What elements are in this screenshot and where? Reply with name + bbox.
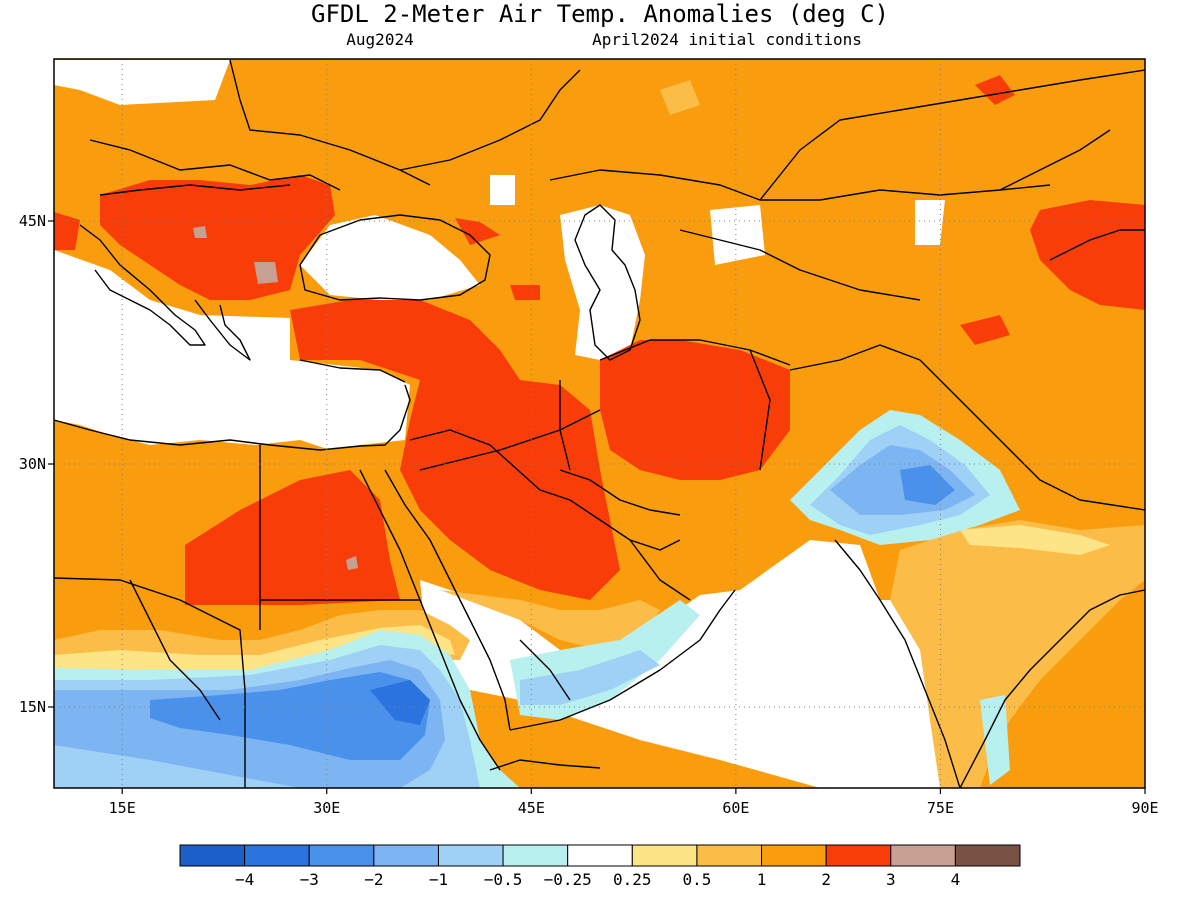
colorbar-label: −0.25: [544, 870, 592, 889]
colorbar-swatch: [502, 844, 569, 867]
lon-tick-label: 75E: [927, 799, 954, 817]
strong-warm-anomaly-regions: [54, 75, 1145, 605]
very-strong-cool-anomaly-regions: [370, 680, 430, 725]
colorbar-swatch: [308, 844, 375, 867]
graticule: [54, 59, 1145, 788]
lon-tick-label: 45E: [518, 799, 545, 817]
lat-tick-label: 45N: [19, 212, 46, 230]
lat-tick-label: 15N: [19, 698, 46, 716]
colorbar-label: −1: [429, 870, 448, 889]
lon-tick-label: 30E: [313, 799, 340, 817]
forecast-month: Aug2024: [346, 30, 413, 49]
near-zero-anomaly-regions: [54, 60, 1118, 788]
colorbar-swatch: [373, 844, 439, 867]
lat-tick-label: 30N: [19, 455, 46, 473]
extreme-warm-anomaly-patches: [193, 226, 358, 570]
colorbar-label: −4: [235, 870, 254, 889]
lon-tick-label: 90E: [1131, 799, 1158, 817]
colorbar-swatch: [954, 844, 1021, 867]
colorbar-label: −0.5: [484, 870, 523, 889]
color-scale-legend: −4 −3 −2 −1 −0.5 −0.25 0.25 0.5 1 2 3 4: [179, 844, 1021, 889]
map-axes: 15E 30E 45E 60E 75E 90E 45N 30N 15N: [19, 212, 1159, 817]
colorbar-swatch: [631, 844, 698, 867]
colorbar-label: −3: [300, 870, 319, 889]
colorbar-label: 0.25: [613, 870, 652, 889]
lon-tick-label: 60E: [722, 799, 749, 817]
map-title: GFDL 2-Meter Air Temp. Anomalies (deg C): [311, 0, 889, 28]
colorbar-label: −2: [364, 870, 383, 889]
map-frame: [53, 58, 1146, 789]
colorbar-label: 0.5: [682, 870, 711, 889]
colorbar-label: 4: [951, 870, 961, 889]
colorbar-label: 1: [757, 870, 767, 889]
colorbar-swatch: [696, 844, 763, 867]
coastlines-and-borders: [54, 59, 1145, 788]
lon-tick-label: 15E: [109, 799, 136, 817]
strong-cool-anomaly-regions: [150, 465, 955, 760]
colorbar-label: 3: [886, 870, 896, 889]
slight-warm-anomaly-regions: [54, 525, 1110, 676]
colorbar-swatch: [825, 844, 892, 867]
colorbar-label: 2: [821, 870, 831, 889]
colorbar-swatch: [567, 844, 633, 867]
colorbar-swatch: [437, 844, 504, 867]
initial-conditions-label: April2024 initial conditions: [592, 30, 862, 49]
colorbar-swatch: [761, 844, 827, 867]
map-area: [54, 59, 1145, 788]
colorbar-swatch: [244, 844, 310, 867]
colorbar-swatch: [890, 844, 956, 867]
colorbar-swatch: [179, 844, 246, 867]
